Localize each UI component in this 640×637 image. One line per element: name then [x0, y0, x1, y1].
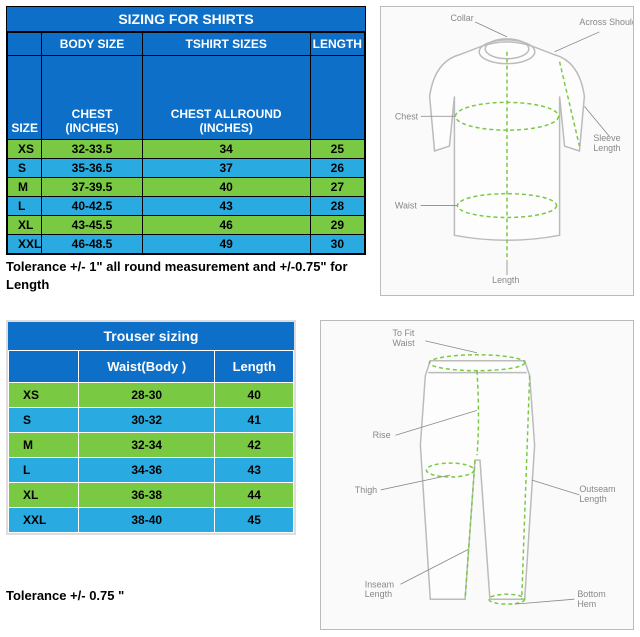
- cell-size: XXL: [9, 508, 79, 533]
- cell-chest: 32-33.5: [42, 140, 142, 159]
- trouser-row: M32-3442: [9, 433, 294, 458]
- lbl-sleeve: SleeveLength: [593, 133, 620, 153]
- h-size: SIZE: [8, 56, 42, 140]
- shirt-row: S35-36.53726: [8, 159, 365, 178]
- cell-chest: 37-39.5: [42, 178, 142, 197]
- cell-chest: 40-42.5: [42, 197, 142, 216]
- trouser-table: Waist(Body ) Length XS28-3040S30-3241M32…: [8, 350, 294, 533]
- lbl-hem: BottomHem: [577, 589, 605, 609]
- trouser-row: L34-3643: [9, 458, 294, 483]
- cell-size: L: [8, 197, 42, 216]
- cell-length: 43: [215, 458, 294, 483]
- trouser-tolerance-note: Tolerance +/- 0.75 ": [6, 588, 124, 603]
- cell-size: M: [9, 433, 79, 458]
- trouser-row: XXL38-4045: [9, 508, 294, 533]
- lbl-inseam: InseamLength: [365, 579, 394, 599]
- lbl-outseam: OutseamLength: [579, 484, 615, 504]
- shirt-sizing-table: SIZING FOR SHIRTS BODY SIZE TSHIRT SIZES…: [6, 6, 366, 255]
- cell-size: XL: [9, 483, 79, 508]
- cell-length: 26: [310, 159, 364, 178]
- cell-size: S: [8, 159, 42, 178]
- shirt-header-row: SIZE CHEST (INCHES) CHEST ALLROUND (INCH…: [8, 56, 365, 140]
- shirt-table-title: SIZING FOR SHIRTS: [7, 7, 365, 32]
- trouser-table-title: Trouser sizing: [8, 322, 294, 350]
- cell-length: 44: [215, 483, 294, 508]
- cell-waist: 30-32: [79, 408, 215, 433]
- cell-waist: 34-36: [79, 458, 215, 483]
- cell-waist: 36-38: [79, 483, 215, 508]
- h-body: BODY SIZE: [42, 33, 142, 56]
- cell-size: S: [9, 408, 79, 433]
- shirt-header-group: BODY SIZE TSHIRT SIZES LENGTH: [8, 33, 365, 56]
- cell-allround: 43: [142, 197, 310, 216]
- cell-size: XXL: [8, 235, 42, 254]
- lbl-length: Length: [492, 275, 519, 285]
- cell-size: L: [9, 458, 79, 483]
- h-chest: CHEST (INCHES): [42, 56, 142, 140]
- cell-length: 41: [215, 408, 294, 433]
- cell-length: 25: [310, 140, 364, 159]
- lbl-across: Across Shoulder: [579, 17, 633, 27]
- shirt-table: BODY SIZE TSHIRT SIZES LENGTH SIZE CHEST…: [7, 32, 365, 254]
- h-blank: [8, 33, 42, 56]
- shirt-row: XS32-33.53425: [8, 140, 365, 159]
- lbl-rise: Rise: [373, 430, 391, 440]
- shirt-tolerance-note: Tolerance +/- 1" all round measurement a…: [6, 258, 366, 294]
- lbl-collar: Collar: [450, 13, 473, 23]
- h-length2: [310, 56, 364, 140]
- cell-length: 45: [215, 508, 294, 533]
- cell-length: 28: [310, 197, 364, 216]
- cell-length: 40: [215, 383, 294, 408]
- cell-length: 42: [215, 433, 294, 458]
- th-waist: Waist(Body ): [79, 351, 215, 383]
- cell-allround: 46: [142, 216, 310, 235]
- lbl-chest: Chest: [395, 111, 419, 121]
- trouser-header-row: Waist(Body ) Length: [9, 351, 294, 383]
- trouser-sizing-table: Trouser sizing Waist(Body ) Length XS28-…: [6, 320, 296, 535]
- cell-waist: 28-30: [79, 383, 215, 408]
- cell-size: XS: [9, 383, 79, 408]
- shirt-row: M37-39.54027: [8, 178, 365, 197]
- cell-waist: 32-34: [79, 433, 215, 458]
- th-blank: [9, 351, 79, 383]
- lbl-waist: Waist: [395, 201, 417, 211]
- shirt-row: L40-42.54328: [8, 197, 365, 216]
- cell-allround: 40: [142, 178, 310, 197]
- cell-length: 30: [310, 235, 364, 254]
- cell-length: 27: [310, 178, 364, 197]
- cell-allround: 34: [142, 140, 310, 159]
- cell-chest: 46-48.5: [42, 235, 142, 254]
- cell-chest: 43-45.5: [42, 216, 142, 235]
- trouser-row: XL36-3844: [9, 483, 294, 508]
- shirt-diagram: Collar Across Shoulder Chest SleeveLengt…: [380, 6, 634, 296]
- h-length: LENGTH: [310, 33, 364, 56]
- cell-chest: 35-36.5: [42, 159, 142, 178]
- cell-allround: 37: [142, 159, 310, 178]
- cell-size: XL: [8, 216, 42, 235]
- trouser-diagram: To FitWaist Rise Thigh OutseamLength Ins…: [320, 320, 634, 630]
- th-length: Length: [215, 351, 294, 383]
- cell-size: XS: [8, 140, 42, 159]
- lbl-tofit: To FitWaist: [393, 328, 416, 348]
- h-tshirt: TSHIRT SIZES: [142, 33, 310, 56]
- cell-length: 29: [310, 216, 364, 235]
- cell-size: M: [8, 178, 42, 197]
- lbl-thigh: Thigh: [355, 485, 377, 495]
- shirt-row: XXL46-48.54930: [8, 235, 365, 254]
- cell-waist: 38-40: [79, 508, 215, 533]
- trouser-row: XS28-3040: [9, 383, 294, 408]
- trouser-row: S30-3241: [9, 408, 294, 433]
- h-allround: CHEST ALLROUND (INCHES): [142, 56, 310, 140]
- shirt-row: XL43-45.54629: [8, 216, 365, 235]
- cell-allround: 49: [142, 235, 310, 254]
